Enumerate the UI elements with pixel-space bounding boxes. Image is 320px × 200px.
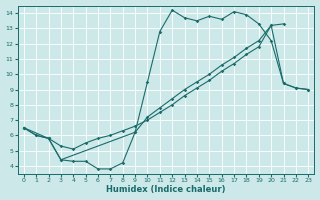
X-axis label: Humidex (Indice chaleur): Humidex (Indice chaleur): [106, 185, 226, 194]
